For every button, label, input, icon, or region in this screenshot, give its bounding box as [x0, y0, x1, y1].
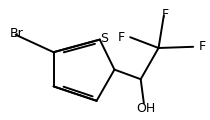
Text: OH: OH: [136, 102, 156, 115]
Text: F: F: [198, 40, 206, 53]
Text: S: S: [100, 32, 108, 45]
Text: F: F: [161, 8, 168, 21]
Text: F: F: [118, 31, 125, 44]
Text: Br: Br: [9, 27, 23, 40]
